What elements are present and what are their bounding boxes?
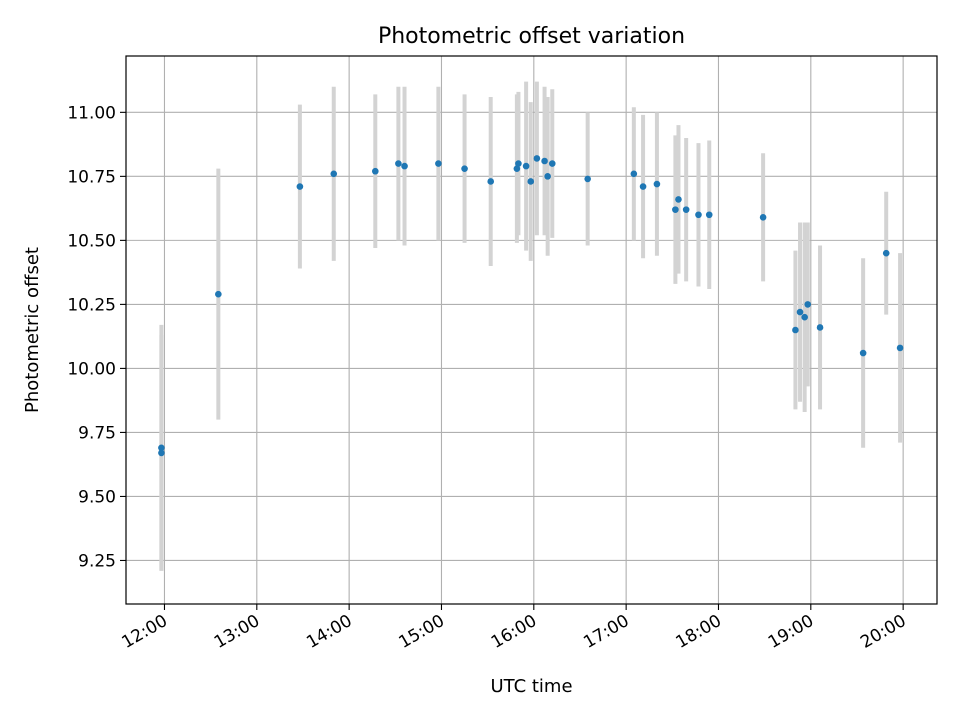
y-tick-label: 11.00 [67, 103, 116, 123]
data-point [522, 162, 530, 170]
data-point [816, 324, 824, 331]
data-point [372, 167, 379, 175]
data-point [401, 162, 408, 170]
data-point [513, 165, 521, 172]
data-point [541, 157, 548, 165]
x-tick-label: 17:00 [580, 611, 632, 653]
plot-frame [125, 55, 938, 605]
data-point [705, 211, 713, 219]
ticks: 12:00 13:00 14:00 15:00 16:00 17:00 18:00 19:00… [67, 103, 909, 652]
data-point [896, 344, 904, 352]
data-point [672, 206, 679, 213]
x-tick-label: 16:00 [488, 611, 540, 653]
data-point [695, 211, 702, 219]
data-point [487, 178, 495, 185]
x-tick-label: 18:00 [673, 611, 725, 653]
data-point [630, 170, 638, 178]
data-point [653, 180, 661, 188]
x-axis-label: UTC time [490, 676, 572, 697]
data-point [859, 349, 867, 357]
y-tick-label: 9.75 [78, 423, 116, 443]
data-point [792, 326, 799, 334]
data-point [158, 444, 165, 452]
data-point [461, 165, 468, 172]
data-point [515, 160, 522, 167]
y-tick-label: 10.50 [67, 231, 116, 251]
x-tick-label: 14:00 [303, 611, 355, 653]
y-tick-label: 10.25 [67, 295, 116, 315]
data-point [527, 178, 535, 185]
error-bars [159, 81, 903, 571]
data-point [639, 183, 647, 190]
data-point [584, 175, 591, 183]
y-axis-label: Photometric offset [22, 247, 43, 413]
data-point [158, 449, 165, 457]
data-point [548, 160, 556, 167]
data-point [801, 313, 808, 321]
data-point [296, 183, 304, 190]
y-tick-label: 10.00 [67, 359, 116, 379]
x-tick-label: 13:00 [211, 611, 263, 653]
data-point [435, 160, 442, 167]
y-tick-label: 10.75 [67, 167, 116, 187]
data-point [330, 170, 338, 178]
data-points [158, 155, 904, 457]
x-tick-label: 19:00 [765, 611, 817, 653]
data-point [796, 308, 804, 316]
data-point [804, 301, 812, 308]
data-point [675, 196, 682, 203]
data-point [533, 155, 541, 162]
x-tick-label: 15:00 [396, 611, 448, 653]
x-tick-label: 12:00 [119, 611, 171, 653]
data-point [882, 249, 890, 257]
data-point [682, 206, 690, 213]
y-tick-label: 9.50 [78, 487, 116, 507]
data-point [544, 173, 551, 180]
y-tick-label: 9.25 [78, 551, 116, 571]
data-point [395, 160, 402, 167]
x-tick-label: 20:00 [857, 611, 909, 653]
chart-title: Photometric offset variation [378, 24, 685, 49]
data-point [215, 290, 222, 298]
data-point [759, 214, 767, 221]
